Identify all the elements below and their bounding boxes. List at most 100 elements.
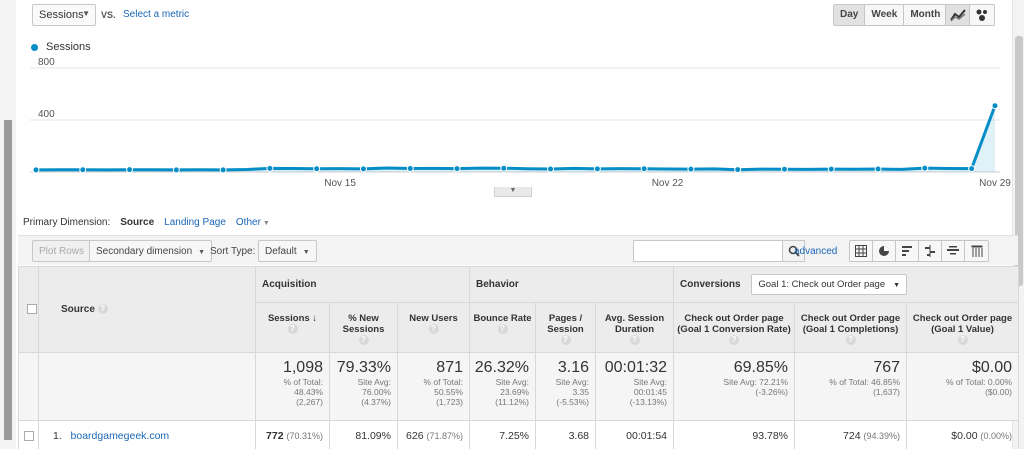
help-icon[interactable]: ?	[497, 324, 508, 335]
motion-chart-icon[interactable]	[970, 5, 994, 25]
data-point[interactable]	[266, 164, 274, 172]
total-pages-session: 3.16 Site Avg: 3.35 (-5.53%)	[535, 352, 596, 421]
data-point[interactable]	[453, 165, 461, 173]
data-point[interactable]	[172, 166, 180, 174]
other-dimension-link[interactable]: Other ▼	[236, 217, 270, 228]
pivot-icon[interactable]	[965, 241, 988, 261]
data-point[interactable]	[547, 165, 555, 173]
total-note: Site Avg:	[555, 377, 589, 387]
metric-select[interactable]: Sessions ▼	[32, 4, 96, 26]
comparison-icon[interactable]	[919, 241, 942, 261]
col-new-users[interactable]: New Users?	[397, 302, 470, 353]
data-point[interactable]	[406, 164, 414, 172]
select-all-cell[interactable]	[18, 266, 39, 353]
col-pages-session[interactable]: Pages / Session?	[535, 302, 596, 353]
metric-select-value: Sessions	[39, 9, 84, 21]
total-note: (2,267)	[296, 397, 323, 407]
data-point[interactable]	[827, 165, 835, 173]
data-point[interactable]	[991, 102, 999, 110]
total-value: 00:01:32	[604, 359, 668, 376]
row-new-users: 626 (71.87%)	[397, 420, 470, 449]
data-point[interactable]	[219, 166, 227, 174]
row-source-cell: 1. boardgamegeek.com	[38, 420, 256, 449]
help-icon[interactable]: ?	[97, 304, 108, 315]
col-conversion-rate[interactable]: Check out Order page (Goal 1 Conversion …	[673, 302, 796, 353]
conversions-label: Conversions	[680, 279, 741, 290]
total-value: 26.32%	[474, 359, 529, 376]
select-metric-link[interactable]: Select a metric	[123, 9, 190, 20]
help-icon[interactable]: ?	[957, 335, 968, 346]
total-note: Site Avg:	[633, 377, 668, 387]
help-icon[interactable]: ?	[560, 335, 571, 346]
data-point[interactable]	[359, 165, 367, 173]
pie-chart-icon[interactable]	[873, 241, 896, 261]
row-checkbox[interactable]	[23, 430, 34, 441]
y-tick-label: 800	[38, 57, 55, 68]
x-tick-label: Nov 15	[324, 178, 356, 189]
total-note: % of Total: 0.00%	[946, 377, 1013, 387]
col-avg-duration-label: Avg. Session Duration	[604, 313, 665, 335]
select-all-checkbox[interactable]	[26, 304, 37, 315]
col-completions[interactable]: Check out Order page (Goal 1 Completions…	[794, 302, 908, 353]
scrollbar-thumb[interactable]	[1015, 36, 1023, 286]
data-point[interactable]	[313, 165, 321, 173]
landing-page-link[interactable]: Landing Page	[164, 217, 226, 228]
col-bounce-rate[interactable]: Bounce Rate?	[469, 302, 536, 353]
line-chart-icon[interactable]	[946, 5, 970, 25]
data-point[interactable]	[640, 165, 648, 173]
data-point[interactable]	[32, 166, 40, 174]
total-note: (-13.13%)	[629, 397, 668, 407]
row-source-link[interactable]: boardgamegeek.com	[70, 429, 170, 442]
advanced-filter-link[interactable]: advanced	[794, 246, 838, 257]
help-icon[interactable]: ?	[729, 335, 740, 346]
col-pages-session-label: Pages / Session	[547, 313, 584, 335]
primary-dimension-bar: Primary Dimension: Source Landing Page O…	[23, 217, 270, 228]
col-new-sessions[interactable]: % New Sessions?	[329, 302, 398, 353]
data-point[interactable]	[921, 164, 929, 172]
data-point[interactable]	[500, 164, 508, 172]
row-checkbox-cell[interactable]	[18, 420, 39, 449]
sort-type-select[interactable]: Default ▼	[258, 240, 317, 262]
day-button[interactable]: Day	[834, 5, 866, 25]
data-point[interactable]	[968, 165, 976, 173]
data-table-icon[interactable]	[850, 241, 873, 261]
total-note: 50.55%	[434, 387, 463, 397]
data-point[interactable]	[687, 165, 695, 173]
sort-type-label: Sort Type:	[210, 246, 256, 257]
goal-select[interactable]: Goal 1: Check out Order page ▼	[751, 274, 908, 295]
total-avg-duration: 00:01:32 Site Avg: 00:01:45 (-13.13%)	[594, 352, 675, 421]
search-icon[interactable]	[782, 241, 804, 261]
data-point[interactable]	[593, 165, 601, 173]
data-point[interactable]	[79, 166, 87, 174]
total-note: Site Avg:	[495, 377, 529, 387]
help-icon[interactable]: ?	[358, 335, 369, 346]
help-icon[interactable]: ?	[428, 324, 439, 335]
performance-icon[interactable]	[896, 241, 919, 261]
col-goal-value[interactable]: Check out Order page (Goal 1 Value)?	[906, 302, 1020, 353]
plot-rows-button[interactable]: Plot Rows	[32, 240, 92, 262]
group-header-row: Source ? Acquisition Behavior Conversion…	[18, 266, 1020, 353]
data-point[interactable]	[780, 165, 788, 173]
help-icon[interactable]: ?	[845, 335, 856, 346]
term-cloud-icon[interactable]	[942, 241, 965, 261]
data-point[interactable]	[734, 166, 742, 174]
week-button[interactable]: Week	[865, 5, 905, 25]
help-icon[interactable]: ?	[629, 335, 640, 346]
chart-resize-handle[interactable]: ▼	[494, 187, 532, 197]
col-avg-duration[interactable]: Avg. Session Duration?	[594, 302, 675, 353]
table-toolbar: Plot Rows Secondary dimension ▼ Sort Type…	[18, 235, 1018, 265]
source-column-header[interactable]: Source ?	[38, 266, 256, 353]
row-conversion-rate: 93.78%	[673, 420, 796, 449]
col-sessions[interactable]: Sessions ↓?	[255, 302, 330, 353]
help-icon[interactable]: ?	[287, 324, 298, 335]
totals-row: 1,098% of Total: 48.43% (2,267) 79.33% Site…	[18, 352, 1020, 421]
col-new-users-label: New Users	[409, 313, 458, 324]
data-point[interactable]	[874, 165, 882, 173]
chevron-down-icon: ▼	[82, 9, 90, 18]
data-point[interactable]	[126, 166, 134, 174]
month-button[interactable]: Month	[904, 5, 947, 25]
secondary-dimension-select[interactable]: Secondary dimension ▼	[89, 240, 213, 262]
sessions-area	[36, 105, 995, 172]
table-search-input[interactable]	[633, 240, 805, 262]
